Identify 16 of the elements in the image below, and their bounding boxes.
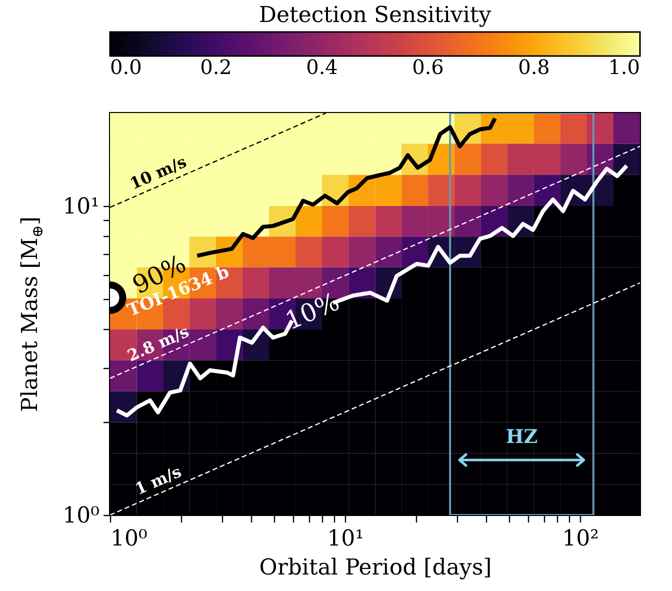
color-bar-label: 0.8 xyxy=(518,55,550,79)
color-bar-label: 0.6 xyxy=(412,55,444,79)
x-axis-title: Orbital Period [days] xyxy=(259,556,492,580)
annotation: 10% xyxy=(281,286,344,336)
color-bar-label: 0.2 xyxy=(200,55,232,79)
color-bar-title: Detection Sensitivity xyxy=(258,3,492,28)
color-bar-label: 0.4 xyxy=(306,55,338,79)
x-tick-label: 10¹ xyxy=(327,526,364,552)
color-bar-label: 1.0 xyxy=(608,55,640,79)
text: 10 m/s xyxy=(127,152,190,194)
text: 2.8 m/s xyxy=(124,322,192,366)
x-tick-label: 10⁰ xyxy=(110,526,148,552)
band-label: HZ xyxy=(506,426,538,448)
color-bar-label: 0.0 xyxy=(110,55,142,79)
text: 1 m/s xyxy=(132,462,184,499)
x-tick-label: 10² xyxy=(562,526,599,552)
